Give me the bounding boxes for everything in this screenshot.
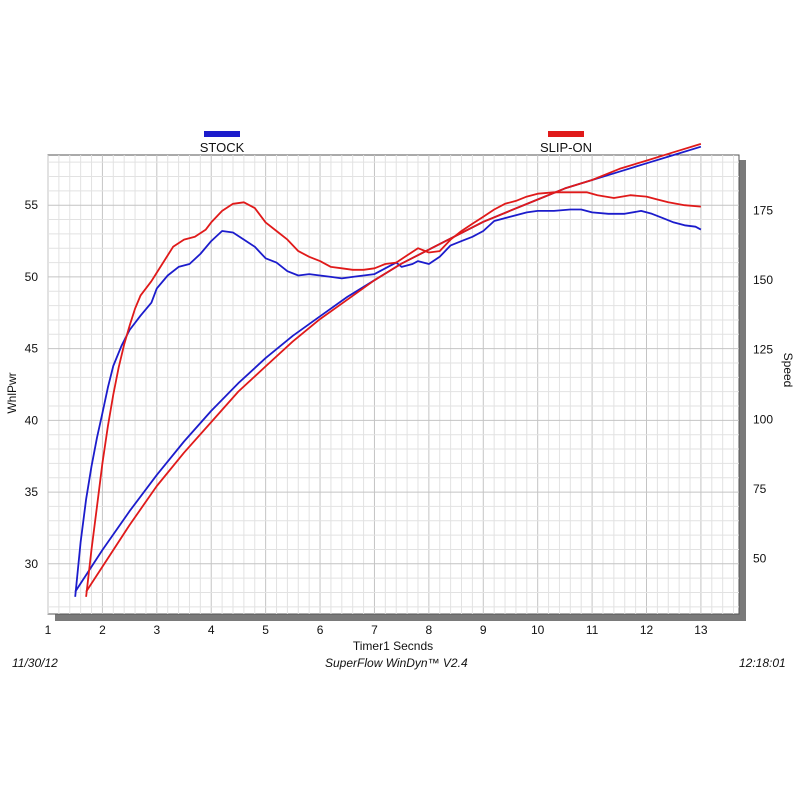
- y-right-tick-label: 100: [753, 412, 773, 426]
- grid: [47, 155, 739, 614]
- x-tick-label: 3: [153, 623, 160, 637]
- y-right-tick-labels: 50 75 100 125 150 175: [753, 204, 773, 566]
- power-line-stock: [74, 208, 702, 597]
- legend-label-slipon: SLIP-ON: [540, 140, 592, 155]
- x-tick-label: 13: [694, 623, 708, 637]
- x-tick-label: 11: [586, 623, 599, 637]
- x-axis-label: Timer1 Secnds: [353, 639, 433, 653]
- x-tick-label: 9: [480, 623, 487, 637]
- legend-swatch-stock: [204, 131, 240, 137]
- x-tick-label: 2: [99, 623, 106, 637]
- legend: STOCK SLIP-ON: [200, 131, 592, 155]
- x-tick-label: 1: [45, 623, 52, 637]
- x-tick-label: 12: [640, 623, 654, 637]
- plot-area: [47, 154, 740, 615]
- y-right-axis-label: Speed: [781, 353, 795, 388]
- series-lines: [74, 143, 702, 597]
- y-left-tick-label: 35: [25, 485, 39, 499]
- speed-line-slip-on: [85, 143, 702, 593]
- footer-software: SuperFlow WinDyn™ V2.4: [325, 656, 468, 670]
- y-right-tick-label: 150: [753, 273, 773, 287]
- y-right-tick-label: 75: [753, 482, 767, 496]
- legend-swatch-slipon: [548, 131, 584, 137]
- y-left-tick-label: 50: [25, 270, 39, 284]
- x-tick-labels: 1 2 3 4 5 6 7 8 9 10 11 12 13: [45, 623, 708, 637]
- plot-shadow-right: [739, 160, 746, 621]
- x-tick-label: 4: [208, 623, 215, 637]
- legend-label-stock: STOCK: [200, 140, 245, 155]
- footer-date: 11/30/12: [12, 656, 58, 670]
- plot-shadow-bottom: [55, 614, 746, 621]
- y-left-tick-labels: 30 35 40 45 50 55: [25, 198, 39, 571]
- x-tick-label: 10: [531, 623, 545, 637]
- y-right-tick-label: 50: [753, 551, 767, 565]
- x-tick-label: 8: [426, 623, 433, 637]
- y-left-tick-label: 30: [25, 557, 39, 571]
- y-right-tick-label: 175: [753, 204, 773, 218]
- x-tick-label: 5: [262, 623, 269, 637]
- y-right-tick-label: 125: [753, 343, 773, 357]
- y-left-tick-label: 40: [25, 413, 39, 427]
- footer-time: 12:18:01: [739, 656, 786, 670]
- y-left-tick-label: 45: [25, 342, 39, 356]
- x-tick-label: 6: [317, 623, 324, 637]
- y-left-axis-label: WhlPwr: [5, 372, 19, 413]
- y-left-tick-label: 55: [25, 198, 39, 212]
- x-tick-label: 7: [371, 623, 378, 637]
